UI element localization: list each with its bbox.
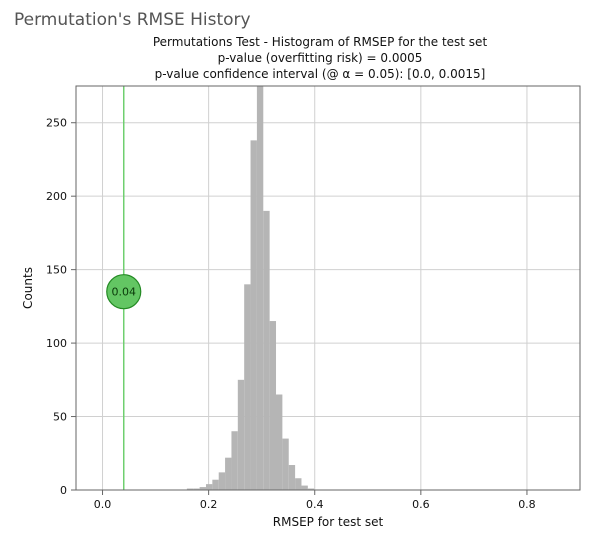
histogram-bar bbox=[257, 86, 263, 490]
x-tick-label: 0.8 bbox=[518, 498, 536, 511]
histogram-bar bbox=[295, 478, 301, 490]
histogram-bar bbox=[231, 431, 237, 490]
chart-title-2: p-value (overfitting risk) = 0.0005 bbox=[218, 51, 423, 65]
histogram-bar bbox=[225, 458, 231, 490]
histogram-bar bbox=[219, 472, 225, 490]
chart-title-1: Permutations Test - Histogram of RMSEP f… bbox=[153, 35, 488, 49]
histogram-bar bbox=[301, 486, 307, 490]
x-tick-label: 0.2 bbox=[200, 498, 218, 511]
histogram-chart: Permutations Test - Histogram of RMSEP f… bbox=[14, 32, 586, 492]
x-tick-label: 0.0 bbox=[94, 498, 112, 511]
y-axis-label: Counts bbox=[21, 267, 35, 309]
histogram-bar bbox=[270, 321, 276, 490]
histogram-bar bbox=[263, 211, 269, 490]
y-tick-label: 150 bbox=[46, 264, 67, 277]
y-tick-label: 200 bbox=[46, 190, 67, 203]
page-title: Permutation's RMSE History bbox=[14, 10, 586, 30]
histogram-bar bbox=[276, 395, 282, 490]
y-tick-label: 0 bbox=[60, 484, 67, 497]
histogram-bar bbox=[251, 140, 257, 490]
histogram-bar bbox=[289, 465, 295, 490]
histogram-bar bbox=[244, 284, 250, 490]
chart-title-3: p-value confidence interval (@ α = 0.05)… bbox=[155, 67, 486, 81]
histogram-bar bbox=[212, 480, 218, 490]
y-tick-label: 100 bbox=[46, 337, 67, 350]
y-tick-label: 50 bbox=[53, 411, 67, 424]
histogram-bar bbox=[282, 439, 288, 490]
histogram-bar bbox=[238, 380, 244, 490]
plot-background bbox=[76, 86, 580, 490]
histogram-bar bbox=[206, 484, 212, 490]
x-tick-label: 0.6 bbox=[412, 498, 430, 511]
y-tick-label: 250 bbox=[46, 117, 67, 130]
page: Permutation's RMSE History Permutations … bbox=[0, 0, 600, 550]
marker-label: 0.04 bbox=[111, 286, 136, 299]
x-tick-label: 0.4 bbox=[306, 498, 324, 511]
x-axis-label: RMSEP for test set bbox=[273, 515, 384, 529]
